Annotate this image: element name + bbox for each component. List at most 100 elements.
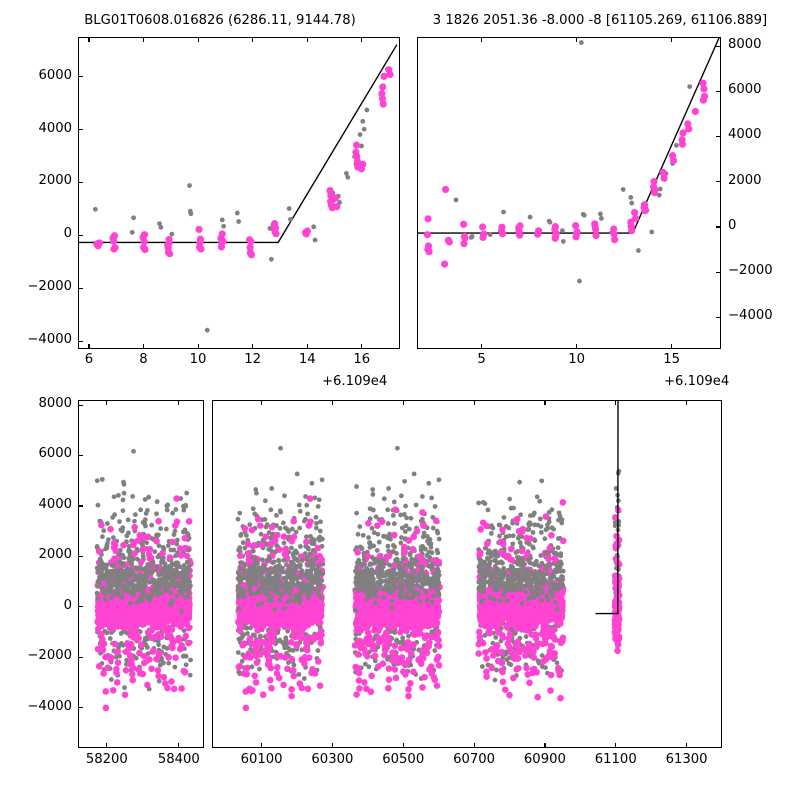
b-xtick-label-1: 58400 [157,752,200,767]
b-ytick-label-2: 0 [63,597,72,613]
tr-ytick-label-6: 8000 [728,37,762,53]
top-left-panel-title: BLG01T0608.016826 (6286.11, 9144.78) [84,13,356,28]
b-ytick-label-6: 8000 [38,396,72,412]
b-ytick-label-4: 4000 [38,496,72,512]
axis-tick [78,181,83,184]
axis-tick [481,344,483,349]
tr-ytick-label-5: 6000 [728,82,762,98]
axis-tick [402,743,404,748]
b-xtick-label-0: 58200 [85,752,128,767]
b-xtick-label-3: 60300 [311,752,354,767]
b-ytick-label-0: −4000 [27,698,72,714]
axis-tick [197,37,199,42]
axis-tick [306,344,308,349]
axis-tick [142,37,145,42]
axis-tick [544,400,546,405]
axis-tick [716,181,721,183]
tl-xtick-label-3: 12 [244,352,262,367]
axis-tick [402,400,404,405]
axis-tick [473,743,475,748]
b-xtick-label-2: 60100 [240,752,283,767]
tl-ytick-label-0: −4000 [27,332,72,348]
tl-xtick-label-5: 16 [353,352,371,367]
axis-tick [544,743,546,748]
axis-tick [615,400,617,405]
tr-xtick-label-2: 15 [663,352,680,367]
axis-tick [78,404,83,406]
axis-tick [481,37,483,42]
b-xtick-label-7: 61100 [594,752,637,767]
axis-tick [671,37,673,42]
tl-x-offset-text: +6.109e4 [322,374,388,389]
axis-tick [576,37,578,42]
tr-ytick-label-0: −4000 [728,308,773,324]
axis-tick [78,129,83,131]
axis-tick [252,37,254,42]
tl-ytick-label-2: 0 [63,226,72,242]
tl-xtick-label-0: 6 [84,352,94,367]
axis-tick [78,656,83,658]
top-left-axes[interactable] [78,37,400,349]
axis-tick [331,743,333,748]
tr-ytick-label-1: −2000 [728,263,773,279]
axis-tick [78,76,83,78]
axis-tick [716,271,721,273]
axis-tick [261,400,263,405]
axis-tick [686,400,688,405]
tl-xtick-label-2: 10 [189,352,207,367]
axis-tick [716,90,721,92]
tl-xtick-label-4: 14 [298,352,316,367]
axis-tick [473,400,475,405]
b-xtick-label-8: 61300 [665,752,708,767]
axis-tick [716,226,721,228]
axis-tick [671,344,673,349]
axis-tick [78,287,83,289]
tr-ytick-label-3: 2000 [728,172,762,188]
axis-tick [686,743,688,748]
axis-tick [78,454,83,457]
tr-xtick-label-0: 5 [477,352,486,367]
axis-tick [716,45,721,47]
tr-xtick-label-1: 10 [568,352,585,367]
b-xtick-label-5: 60700 [453,752,496,767]
axis-tick [78,505,83,507]
b-xtick-label-6: 60900 [523,752,566,767]
axis-tick [88,37,90,42]
axis-tick [78,707,83,709]
axis-tick [716,135,721,138]
axis-tick [261,743,263,748]
axis-tick [716,316,721,318]
axis-tick [331,400,333,405]
bottom-axes-segment-2[interactable] [212,400,722,748]
axis-tick [78,606,83,608]
axis-tick [78,234,83,236]
axis-tick [106,743,108,748]
axis-tick [252,344,254,349]
axis-tick [306,37,308,42]
b-xtick-label-4: 60500 [382,752,425,767]
axis-tick [197,344,199,349]
axis-tick [78,340,83,342]
axis-tick [142,344,145,349]
tl-ytick-label-3: 2000 [38,173,72,189]
axis-tick [361,344,363,349]
axis-tick [178,400,180,405]
top-right-panel-title: 3 1826 2051.36 -8.000 -8 [61105.269, 611… [432,13,768,28]
bottom-axes-segment-1[interactable] [78,400,204,748]
tl-ytick-label-5: 6000 [38,67,72,83]
axis-tick [576,344,578,349]
axis-tick [88,344,90,349]
axis-tick [78,555,83,557]
b-ytick-label-3: 2000 [38,547,72,563]
b-ytick-label-1: −2000 [27,648,72,664]
axis-tick [361,37,363,42]
axis-tick [615,743,617,748]
tr-ytick-label-2: 0 [728,217,737,233]
tl-ytick-label-4: 4000 [38,120,72,136]
b-ytick-label-5: 6000 [38,446,72,462]
tr-ytick-label-4: 4000 [728,127,762,143]
tr-x-offset-text: +6.109e4 [664,374,730,389]
axis-tick [178,743,180,748]
top-right-axes[interactable] [417,37,721,349]
